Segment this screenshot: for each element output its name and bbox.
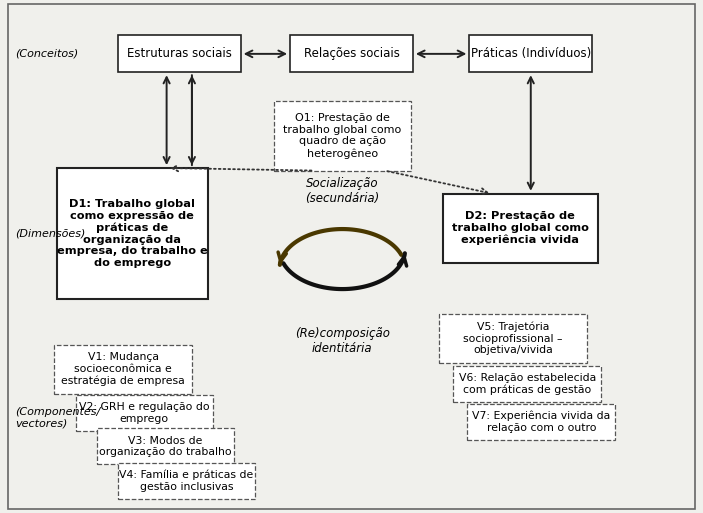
FancyBboxPatch shape [443, 193, 598, 263]
Text: V6: Relação estabelecida
com práticas de gestão: V6: Relação estabelecida com práticas de… [458, 372, 596, 395]
FancyBboxPatch shape [118, 35, 241, 72]
Text: V2: GRH e regulação do
emprego: V2: GRH e regulação do emprego [79, 402, 209, 424]
FancyBboxPatch shape [467, 404, 615, 440]
Text: Relações sociais: Relações sociais [304, 47, 399, 61]
Text: V3: Modos de
organização do trabalho: V3: Modos de organização do trabalho [99, 436, 231, 457]
Text: D1: Trabalho global
como expressão de
práticas de
organização da
empresa, do tra: D1: Trabalho global como expressão de pr… [57, 199, 207, 268]
Text: Práticas (Indivíduos): Práticas (Indivíduos) [470, 47, 591, 61]
FancyBboxPatch shape [56, 168, 208, 299]
Text: V1: Mudança
socioeconômica e
estratégia de empresa: V1: Mudança socioeconômica e estratégia … [61, 352, 185, 386]
FancyBboxPatch shape [453, 366, 601, 402]
Text: O1: Prestação de
trabalho global como
quadro de ação
heterogêneo: O1: Prestação de trabalho global como qu… [283, 113, 401, 159]
Text: (Re)composição
identitária: (Re)composição identitária [295, 327, 390, 356]
Text: D2: Prestação de
trabalho global como
experiência vivida: D2: Prestação de trabalho global como ex… [452, 211, 588, 245]
Text: V7: Experiência vivida da
relação com o outro: V7: Experiência vivida da relação com o … [472, 410, 610, 433]
FancyBboxPatch shape [290, 35, 413, 72]
Text: V4: Família e práticas de
gestão inclusivas: V4: Família e práticas de gestão inclusi… [120, 469, 253, 492]
Text: (Componentes/
vectores): (Componentes/ vectores) [15, 407, 101, 429]
FancyBboxPatch shape [439, 314, 587, 363]
Text: (Conceitos): (Conceitos) [15, 49, 79, 59]
Text: Socialização
(secundária): Socialização (secundária) [305, 177, 380, 205]
Text: (Dimensões): (Dimensões) [15, 228, 86, 239]
FancyBboxPatch shape [118, 463, 255, 499]
Text: Estruturas sociais: Estruturas sociais [127, 47, 232, 61]
FancyBboxPatch shape [54, 345, 191, 394]
Text: V5: Trajetória
socioprofissional –
objetiva/vivida: V5: Trajetória socioprofissional – objet… [463, 322, 563, 356]
FancyBboxPatch shape [97, 428, 233, 464]
FancyBboxPatch shape [76, 395, 212, 431]
FancyBboxPatch shape [470, 35, 593, 72]
FancyBboxPatch shape [273, 102, 411, 170]
